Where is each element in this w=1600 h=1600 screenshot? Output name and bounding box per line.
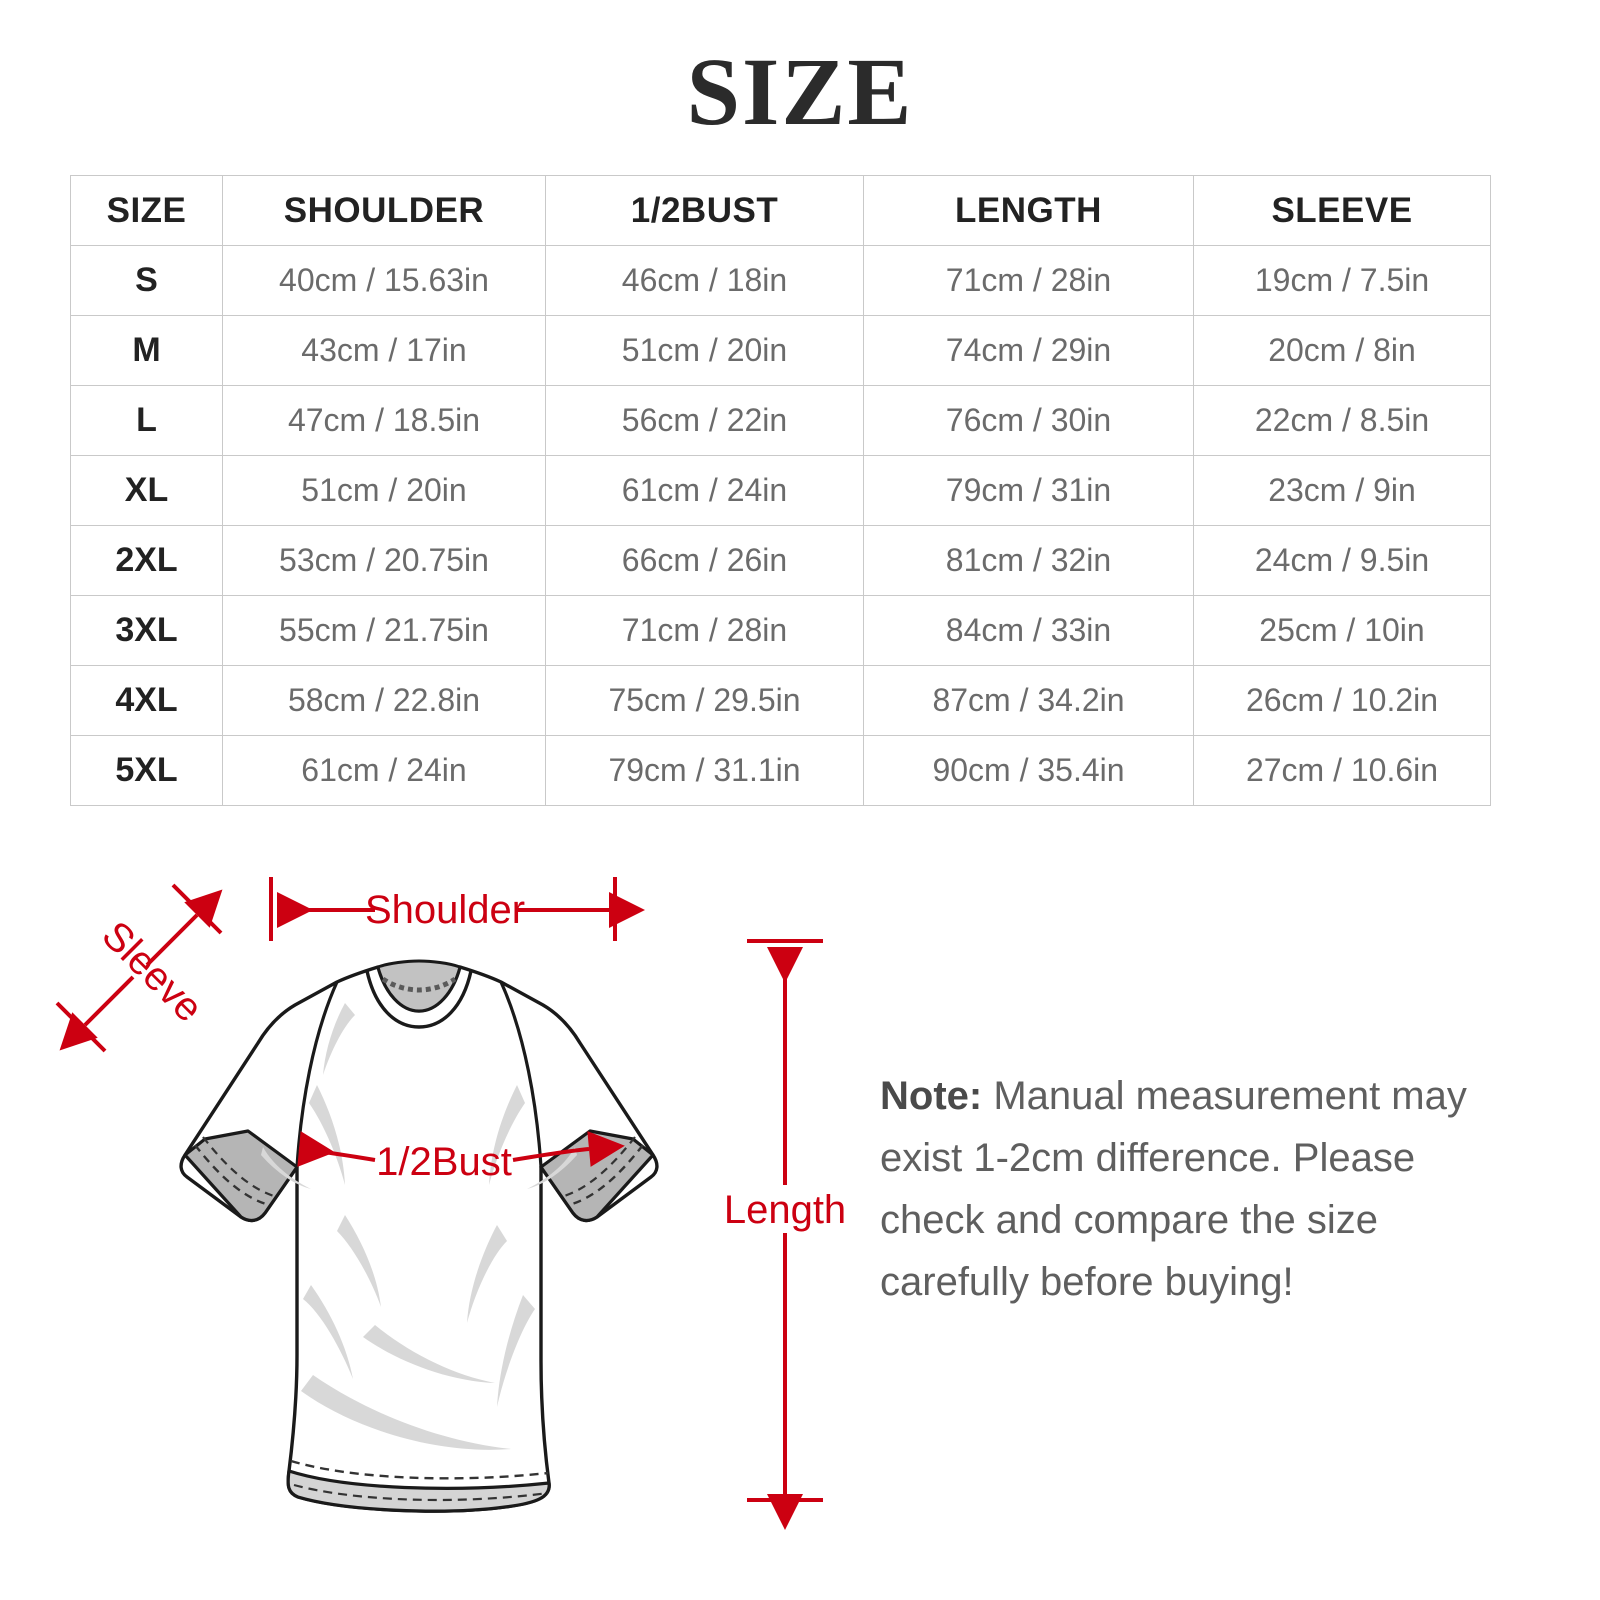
cell-bust: 75cm / 29.5in [545, 665, 864, 736]
cell-length: 90cm / 35.4in [863, 735, 1194, 806]
table-row: 4XL 58cm / 22.8in 75cm / 29.5in 87cm / 3… [70, 665, 1491, 736]
table-row: L 47cm / 18.5in 56cm / 22in 76cm / 30in … [70, 385, 1491, 456]
cell-bust: 61cm / 24in [545, 455, 864, 526]
shoulder-label: Shoulder [365, 888, 525, 932]
cell-length: 79cm / 31in [863, 455, 1194, 526]
cell-shoulder: 40cm / 15.63in [222, 245, 546, 316]
note-body: Manual measurement may exist 1-2cm diffe… [880, 1074, 1467, 1304]
right-armhole-seam [499, 981, 543, 1168]
cell-size: 4XL [70, 665, 223, 736]
cell-sleeve: 25cm / 10in [1193, 595, 1491, 666]
cell-size: XL [70, 455, 223, 526]
cell-shoulder: 51cm / 20in [222, 455, 546, 526]
collar-stitch [381, 976, 457, 993]
cell-shoulder: 47cm / 18.5in [222, 385, 546, 456]
cell-bust: 71cm / 28in [545, 595, 864, 666]
size-table: SIZE SHOULDER 1/2BUST LENGTH SLEEVE S 40… [70, 175, 1491, 806]
cell-bust: 79cm / 31.1in [545, 735, 864, 806]
sleeve-tick-upper [171, 883, 223, 935]
tshirt-illustration [179, 959, 659, 1513]
cell-length: 81cm / 32in [863, 525, 1194, 596]
cell-length: 74cm / 29in [863, 315, 1194, 386]
cell-sleeve: 20cm / 8in [1193, 315, 1491, 386]
cell-sleeve: 19cm / 7.5in [1193, 245, 1491, 316]
cell-sleeve: 24cm / 9.5in [1193, 525, 1491, 596]
cell-sleeve: 26cm / 10.2in [1193, 665, 1491, 736]
table-row: XL 51cm / 20in 61cm / 24in 79cm / 31in 2… [70, 455, 1491, 526]
collar-band [365, 970, 473, 1029]
cell-size: 3XL [70, 595, 223, 666]
collar-inner [376, 959, 462, 1013]
sleeve-arrow-lower [59, 975, 135, 1051]
sleeve-label: Sleeve [93, 913, 211, 1031]
cell-bust: 66cm / 26in [545, 525, 864, 596]
cell-shoulder: 53cm / 20.75in [222, 525, 546, 596]
right-sleeve-cuff [539, 1129, 655, 1223]
cell-length: 76cm / 30in [863, 385, 1194, 456]
cell-size: L [70, 385, 223, 456]
cell-bust: 56cm / 22in [545, 385, 864, 456]
cell-shoulder: 55cm / 21.75in [222, 595, 546, 666]
half-bust-arrow-left [297, 1131, 376, 1167]
table-row: 3XL 55cm / 21.75in 71cm / 28in 84cm / 33… [70, 595, 1491, 666]
cell-bust: 46cm / 18in [545, 245, 864, 316]
right-cuff-stitch-inner [560, 1136, 636, 1199]
note-prefix: Note: [880, 1074, 983, 1118]
table-row: 5XL 61cm / 24in 79cm / 31.1in 90cm / 35.… [70, 735, 1491, 806]
column-header-sleeve: SLEEVE [1193, 175, 1491, 246]
left-cuff-stitch-outer [194, 1144, 270, 1207]
table-row: M 43cm / 17in 51cm / 20in 74cm / 29in 20… [70, 315, 1491, 386]
table-row: S 40cm / 15.63in 46cm / 18in 71cm / 28in… [70, 245, 1491, 316]
cell-size: M [70, 315, 223, 386]
cell-size: 2XL [70, 525, 223, 596]
left-sleeve-cuff [183, 1129, 299, 1223]
cell-size: 5XL [70, 735, 223, 806]
cell-sleeve: 23cm / 9in [1193, 455, 1491, 526]
cell-shoulder: 43cm / 17in [222, 315, 546, 386]
column-header-size: SIZE [70, 175, 223, 246]
cell-sleeve: 27cm / 10.6in [1193, 735, 1491, 806]
column-header-length: LENGTH [863, 175, 1194, 246]
bottom-hem [286, 1468, 551, 1513]
sleeve-arrow-upper [145, 889, 223, 967]
cell-length: 84cm / 33in [863, 595, 1194, 666]
tshirt-measurement-diagram: Shoulder Sleeve 1/2Bust Length [45, 855, 885, 1555]
half-bust-label: 1/2Bust [376, 1140, 512, 1184]
cell-sleeve: 22cm / 8.5in [1193, 385, 1491, 456]
length-label: Length [724, 1188, 846, 1232]
cell-shoulder: 61cm / 24in [222, 735, 546, 806]
table-row: 2XL 53cm / 20.75in 66cm / 26in 81cm / 32… [70, 525, 1491, 596]
cell-bust: 51cm / 20in [545, 315, 864, 386]
cell-size: S [70, 245, 223, 316]
left-cuff-stitch-inner [202, 1136, 278, 1199]
table-header-row: SIZE SHOULDER 1/2BUST LENGTH SLEEVE [70, 175, 1491, 246]
cell-shoulder: 58cm / 22.8in [222, 665, 546, 736]
page-title: SIZE [686, 38, 914, 145]
half-bust-arrow-right [512, 1131, 625, 1167]
column-header-shoulder: SHOULDER [222, 175, 546, 246]
measurement-note: Note: Manual measurement may exist 1-2cm… [880, 1065, 1500, 1313]
right-cuff-stitch-outer [568, 1144, 644, 1207]
cell-length: 87cm / 34.2in [863, 665, 1194, 736]
cell-length: 71cm / 28in [863, 245, 1194, 316]
column-header-bust: 1/2BUST [545, 175, 864, 246]
